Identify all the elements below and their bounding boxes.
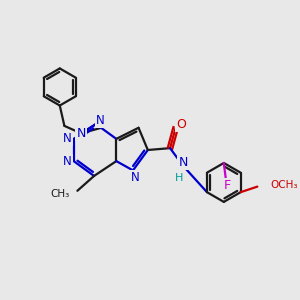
Text: H: H (175, 173, 184, 183)
Text: OCH₃: OCH₃ (270, 180, 298, 190)
Text: N: N (63, 154, 72, 168)
Text: N: N (130, 171, 139, 184)
Text: N: N (178, 157, 188, 169)
Text: N: N (63, 132, 72, 146)
Text: F: F (224, 179, 231, 192)
Text: N: N (96, 114, 105, 127)
Text: N: N (76, 127, 86, 140)
Text: CH₃: CH₃ (51, 190, 70, 200)
Text: O: O (176, 118, 186, 131)
